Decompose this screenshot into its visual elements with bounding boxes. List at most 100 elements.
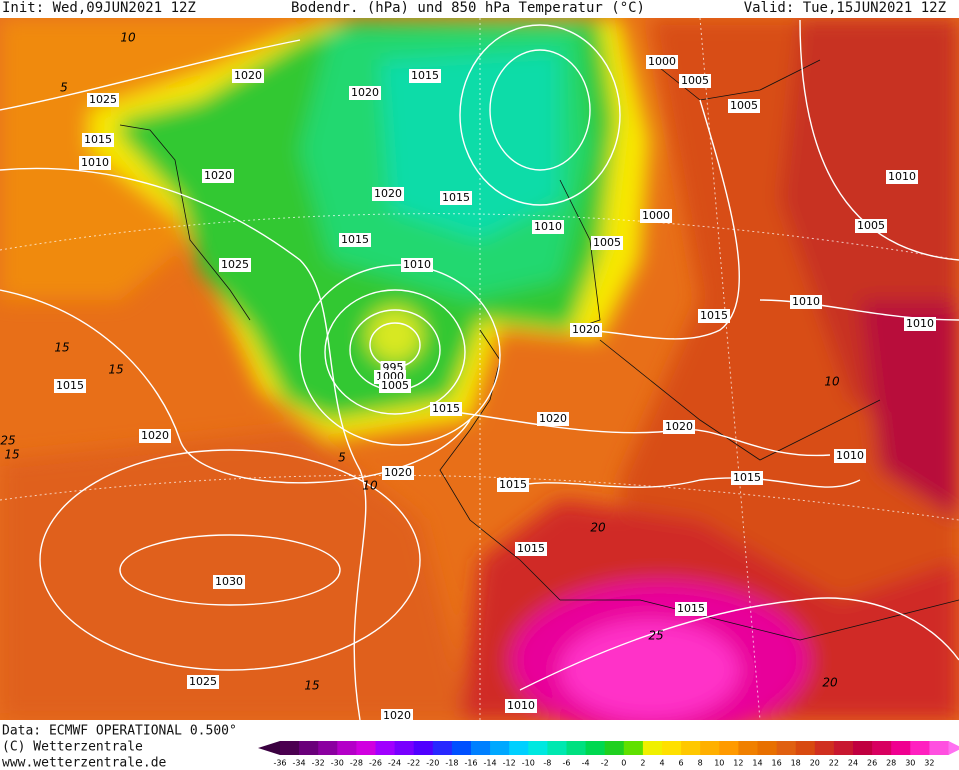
isobar-label-box bbox=[790, 295, 822, 309]
graticule bbox=[0, 18, 959, 720]
isobar-label: 1020 bbox=[665, 420, 693, 433]
colorbar-tick-label: -12 bbox=[503, 759, 516, 768]
isobar-label-box bbox=[401, 258, 433, 272]
colorbar-tick-label: -18 bbox=[445, 759, 458, 768]
colorbar-tick-label: 24 bbox=[848, 759, 858, 768]
colorbar-swatch bbox=[394, 741, 415, 755]
isobar-label: 1020 bbox=[374, 187, 402, 200]
colorbar-tick-label: -36 bbox=[273, 759, 286, 768]
isobar-label: 1005 bbox=[857, 219, 885, 232]
colorbar-swatch bbox=[662, 741, 682, 755]
isobar-label: 1015 bbox=[341, 233, 369, 246]
isobar-label: 1015 bbox=[733, 471, 761, 484]
colorbar-swatch bbox=[853, 741, 873, 755]
isobar-label-box bbox=[886, 170, 918, 184]
colorbar-swatch bbox=[490, 741, 510, 755]
isobar-label-box bbox=[904, 317, 936, 331]
isobar-label: 1015 bbox=[411, 69, 439, 82]
colorbar-swatch bbox=[642, 741, 663, 755]
colorbar-swatch bbox=[413, 741, 434, 755]
isobar-label: 1025 bbox=[189, 675, 217, 688]
isobar-label-box bbox=[349, 86, 381, 100]
isobar-label-box bbox=[640, 209, 672, 223]
isobar-label-box bbox=[675, 602, 707, 616]
colorbar-swatch bbox=[318, 741, 338, 755]
colorbar-swatch bbox=[356, 741, 376, 755]
colorbar-tick-label: -6 bbox=[563, 759, 571, 768]
isobar-label: 1010 bbox=[534, 220, 562, 233]
isobar-label: 1010 bbox=[81, 156, 109, 169]
colorbar-swatch bbox=[833, 741, 854, 755]
isobar-label: 1010 bbox=[507, 699, 535, 712]
colorbar-tick-label: 8 bbox=[698, 759, 703, 768]
colorbar-tick-label: -32 bbox=[312, 759, 325, 768]
isobar-label-box bbox=[515, 542, 547, 556]
isobar-label: 1015 bbox=[56, 379, 84, 392]
isobar-label: 1005 bbox=[681, 74, 709, 87]
colorbar-tick-label: -4 bbox=[582, 759, 590, 768]
isobar-label-box bbox=[232, 69, 264, 83]
colorbar-swatch bbox=[795, 741, 816, 755]
isobar-label: 1015 bbox=[499, 478, 527, 491]
isobar-label: 1000 bbox=[642, 209, 670, 222]
colorbar-swatch bbox=[681, 741, 701, 755]
colorbar-swatch bbox=[299, 741, 319, 755]
isobar-label-box bbox=[646, 55, 678, 69]
colorbar-swatch bbox=[700, 741, 720, 755]
colorbar-swatch bbox=[929, 741, 949, 755]
colorbar: -36 -34 -32 -30 -28 -26 -24 -22 -20 -18 -16 -14 -12-… bbox=[258, 741, 959, 768]
temperature-label: 5 bbox=[338, 451, 346, 465]
colorbar-tick-label: 20 bbox=[810, 759, 820, 768]
colorbar-tick-label: -26 bbox=[369, 759, 382, 768]
isobar-label-box bbox=[409, 69, 441, 83]
isobar-label: 1010 bbox=[888, 170, 916, 183]
colorbar-tick-label: -10 bbox=[522, 759, 535, 768]
isobars bbox=[0, 19, 959, 720]
valid-time: Valid: Tue,15JUN2021 12Z bbox=[744, 0, 946, 16]
isobar-label: 1020 bbox=[383, 709, 411, 722]
isobar-label-box bbox=[381, 709, 413, 720]
colorbar-swatch bbox=[547, 741, 567, 755]
colorbar-swatch bbox=[471, 741, 491, 755]
isobar-label-box bbox=[339, 233, 371, 247]
colorbar-tick-label: 32 bbox=[924, 759, 934, 768]
isobar-label: 1015 bbox=[84, 133, 112, 146]
colorbar-swatch bbox=[738, 741, 758, 755]
isobar-label-box bbox=[382, 466, 414, 480]
isobar-label: 1030 bbox=[215, 575, 243, 588]
isobar-label-box bbox=[139, 429, 171, 443]
colorbar-arrow bbox=[948, 741, 959, 755]
isobar-label: 1010 bbox=[403, 258, 431, 271]
colorbar-tick-label: 4 bbox=[659, 759, 664, 768]
colorbar-swatch bbox=[757, 741, 778, 755]
website: www.wetterzentrale.de bbox=[2, 756, 167, 770]
isobar-label-box bbox=[591, 236, 623, 250]
colorbar-tick-label: 2 bbox=[640, 759, 645, 768]
isobar-label: 1020 bbox=[572, 323, 600, 336]
isobar-label: 1020 bbox=[384, 466, 412, 479]
colorbar-tick-label: -30 bbox=[331, 759, 344, 768]
isobar-label-box bbox=[570, 323, 602, 337]
isobar-label: 1015 bbox=[442, 191, 470, 204]
isobar-label-box bbox=[440, 191, 472, 205]
temperature-label: 5 bbox=[60, 81, 68, 95]
colorbar-tick-label: 14 bbox=[752, 759, 762, 768]
isobar-label-box bbox=[663, 420, 695, 434]
isobar-label-box bbox=[219, 258, 251, 272]
colorbar-swatch bbox=[776, 741, 797, 755]
colorbar-tick-label: -34 bbox=[293, 759, 306, 768]
map-title: Bodendr. (hPa) und 850 hPa Temperatur (°… bbox=[291, 0, 645, 16]
temperature-label: 10 bbox=[120, 31, 136, 45]
isobar-label-box bbox=[213, 575, 245, 589]
isobar-label-box bbox=[430, 402, 462, 416]
colorbar-tick-label: 0 bbox=[621, 759, 626, 768]
colorbar-tick-label: 28 bbox=[886, 759, 896, 768]
isobar-label-box bbox=[379, 379, 411, 393]
colorbar-tick-label: 22 bbox=[829, 759, 839, 768]
init-time: Init: Wed,09JUN2021 12Z bbox=[2, 0, 196, 16]
isobar-label-box bbox=[202, 169, 234, 183]
isobar-label-box bbox=[537, 412, 569, 426]
isobar-label: 1005 bbox=[381, 379, 409, 392]
isobar-label: 1015 bbox=[432, 402, 460, 415]
isobar-label: 1010 bbox=[836, 449, 864, 462]
